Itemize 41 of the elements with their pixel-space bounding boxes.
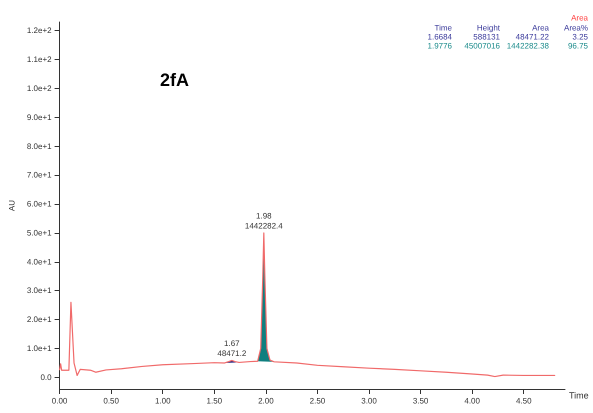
x-tick-label: 1.00	[154, 396, 172, 406]
y-tick-label: 5.0e+1	[26, 228, 52, 238]
annotation: 588131	[473, 32, 501, 42]
annotation: 1.98 1442282.4	[244, 211, 284, 230]
x-tick-label: 0.00	[52, 396, 68, 406]
annotation: 45007016	[464, 42, 501, 50]
y-tick-label: 1.2e+2	[26, 26, 52, 36]
text: 96.75	[568, 42, 589, 50]
y-tick-label: 9.0e+1	[26, 112, 52, 122]
y-tick-label: 8.0e+1	[26, 142, 52, 151]
y-tick-label: 1.1e+2	[26, 55, 52, 64]
x-tick-label: 2.50	[310, 396, 326, 406]
x-tick-label: 3.50	[412, 396, 429, 406]
annotation: 1.9776	[428, 42, 453, 50]
y-tick-label: 7.0e+1	[26, 170, 52, 180]
y-tick-label: 2.0e+1	[26, 315, 52, 324]
text: Area	[571, 14, 589, 22]
y-tick-label: 4.0e+1	[26, 257, 52, 266]
annotation: Area%	[564, 24, 588, 32]
y-tick-label: 6.0e+1	[26, 200, 52, 209]
x-tick-label: 4.50	[516, 396, 532, 406]
y-tick-label: 1.0e+2	[26, 84, 52, 93]
annotation: Area	[532, 24, 550, 32]
annotation: 48471.22	[516, 32, 550, 42]
x-tick-label: 0.50	[103, 396, 120, 406]
x-tick-label: 2.00	[258, 396, 274, 406]
annotation: Time	[434, 24, 453, 32]
y-tick-label: 0.0	[40, 372, 52, 382]
annotation: 1.6684	[428, 32, 453, 42]
annotation: Height	[476, 24, 501, 32]
x-tick-label: 1.50	[206, 396, 223, 406]
x-tick-label: 4.00	[464, 396, 480, 406]
x-tick-label: 3.00	[361, 396, 378, 406]
text: 2fA	[160, 70, 190, 90]
y-tick-label: 1.0e+1	[26, 344, 52, 354]
y-axis-title: AU	[8, 200, 16, 212]
y-tick-label: 3.0e+1	[26, 286, 52, 296]
text: 3.25	[572, 32, 589, 42]
annotation: 1.67 48471.2	[217, 338, 247, 358]
annotation: 1442282.38	[506, 42, 550, 50]
x-axis-title: Time	[569, 390, 589, 400]
